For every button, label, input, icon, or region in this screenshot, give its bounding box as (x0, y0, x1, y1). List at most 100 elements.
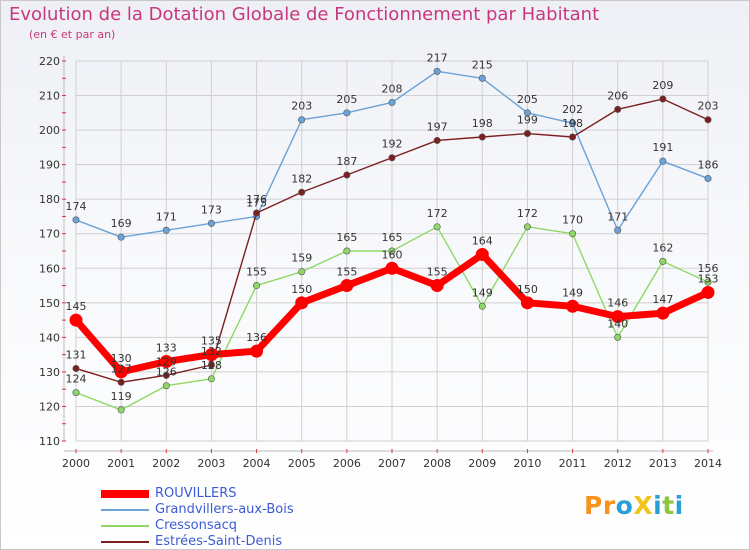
x-tick-label: 2006 (333, 457, 361, 470)
y-tick-label: 120 (39, 400, 60, 413)
x-tick-label: 2002 (152, 457, 180, 470)
y-tick-label: 200 (39, 124, 60, 137)
data-label: 129 (156, 355, 177, 368)
y-tick-label: 110 (39, 435, 60, 448)
data-point (614, 105, 622, 113)
data-label: 187 (336, 155, 357, 168)
data-label: 170 (562, 214, 583, 227)
data-point (298, 116, 306, 124)
x-tick-label: 2008 (423, 457, 451, 470)
data-point (659, 95, 667, 103)
x-tick-label: 2003 (197, 457, 225, 470)
data-point (704, 174, 712, 182)
legend-swatch (101, 509, 149, 511)
legend-swatch (101, 490, 149, 498)
data-label: 130 (111, 352, 132, 365)
chart-subtitle: (en € et par an) (29, 28, 116, 41)
data-label: 205 (517, 93, 538, 106)
data-point (523, 223, 531, 231)
data-point (388, 247, 396, 255)
data-label: 176 (246, 193, 267, 206)
data-point (343, 247, 351, 255)
data-point (433, 67, 441, 75)
y-tick-label: 180 (39, 193, 60, 206)
data-label: 150 (517, 283, 538, 296)
data-label: 164 (472, 234, 493, 247)
x-tick-label: 2004 (243, 457, 271, 470)
x-tick-label: 2009 (468, 457, 496, 470)
data-label: 191 (652, 141, 673, 154)
data-point (659, 157, 667, 165)
legend-label: Estrées-Saint-Denis (155, 534, 283, 549)
x-tick-label: 2014 (694, 457, 722, 470)
data-label: 192 (382, 138, 403, 151)
data-label: 156 (698, 262, 719, 275)
data-label: 203 (291, 100, 312, 113)
data-point (117, 406, 125, 414)
data-point (295, 296, 309, 310)
data-point (207, 219, 215, 227)
data-point (340, 279, 354, 293)
logo-letter: r (602, 491, 616, 520)
data-label: 215 (472, 58, 493, 71)
data-point (566, 299, 580, 313)
data-label: 155 (336, 266, 357, 279)
data-point (614, 333, 622, 341)
x-tick-label: 2012 (604, 457, 632, 470)
data-label: 173 (201, 203, 222, 216)
y-tick-label: 140 (39, 331, 60, 344)
y-tick-label: 130 (39, 366, 60, 379)
data-label: 160 (382, 248, 403, 261)
data-label: 145 (66, 300, 87, 313)
data-point (72, 389, 80, 397)
data-label: 124 (66, 373, 87, 386)
y-tick-label: 150 (39, 297, 60, 310)
data-label: 140 (607, 317, 628, 330)
data-point (72, 216, 80, 224)
data-point (475, 247, 489, 261)
data-label: 209 (652, 79, 673, 92)
data-point (117, 233, 125, 241)
data-point (72, 364, 80, 372)
data-label: 182 (291, 172, 312, 185)
legend-swatch (101, 541, 149, 543)
x-tick-label: 2005 (288, 457, 316, 470)
data-label: 205 (336, 93, 357, 106)
data-point (430, 279, 444, 293)
data-label: 149 (472, 286, 493, 299)
data-label: 119 (111, 390, 132, 403)
data-point (162, 226, 170, 234)
data-point (207, 361, 215, 369)
x-tick-label: 2001 (107, 457, 135, 470)
data-label: 146 (607, 297, 628, 310)
data-label: 155 (427, 266, 448, 279)
logo-letter: t (662, 491, 675, 520)
data-point (433, 223, 441, 231)
data-point (478, 302, 486, 310)
data-point (520, 296, 534, 310)
data-label: 174 (66, 200, 87, 213)
legend-label: ROUVILLERS (155, 486, 237, 501)
data-point (433, 136, 441, 144)
data-point (701, 285, 715, 299)
data-label: 186 (698, 158, 719, 171)
data-point (162, 382, 170, 390)
logo-letter: i (653, 491, 663, 520)
proxiti-logo: ProXiti (584, 491, 684, 520)
data-point (611, 310, 625, 324)
data-label: 217 (427, 51, 448, 64)
data-point (343, 171, 351, 179)
data-label: 206 (607, 89, 628, 102)
data-point (385, 261, 399, 275)
data-label: 128 (201, 359, 222, 372)
data-label: 172 (427, 207, 448, 220)
x-tick-label: 2007 (378, 457, 406, 470)
data-label: 197 (427, 120, 448, 133)
data-label: 126 (156, 366, 177, 379)
data-point (569, 133, 577, 141)
data-point (478, 74, 486, 82)
data-point (659, 257, 667, 265)
data-label: 132 (201, 345, 222, 358)
data-label: 172 (517, 207, 538, 220)
legend-swatch (101, 525, 149, 527)
